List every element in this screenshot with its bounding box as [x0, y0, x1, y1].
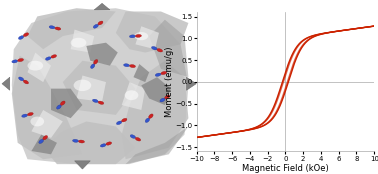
- Polygon shape: [12, 56, 82, 159]
- Ellipse shape: [135, 137, 141, 141]
- Ellipse shape: [79, 140, 84, 143]
- Polygon shape: [12, 8, 188, 164]
- Polygon shape: [76, 76, 106, 102]
- Ellipse shape: [135, 34, 141, 37]
- Polygon shape: [43, 121, 135, 164]
- Ellipse shape: [28, 61, 43, 71]
- Ellipse shape: [94, 60, 98, 64]
- Polygon shape: [74, 161, 90, 169]
- Ellipse shape: [51, 55, 57, 58]
- Ellipse shape: [23, 33, 29, 37]
- Ellipse shape: [160, 98, 165, 102]
- Polygon shape: [116, 11, 188, 53]
- Ellipse shape: [135, 32, 148, 40]
- Ellipse shape: [165, 95, 170, 99]
- Ellipse shape: [93, 24, 98, 28]
- Ellipse shape: [155, 73, 161, 76]
- Ellipse shape: [93, 99, 98, 102]
- Ellipse shape: [30, 117, 44, 126]
- Ellipse shape: [149, 114, 153, 118]
- Ellipse shape: [19, 36, 24, 39]
- Ellipse shape: [157, 49, 163, 52]
- Y-axis label: Moment (emu/g): Moment (emu/g): [165, 46, 174, 117]
- Ellipse shape: [91, 64, 95, 69]
- Ellipse shape: [161, 71, 167, 75]
- Polygon shape: [28, 53, 51, 82]
- Polygon shape: [51, 89, 82, 118]
- Polygon shape: [149, 20, 188, 77]
- Ellipse shape: [125, 90, 138, 100]
- Ellipse shape: [43, 136, 48, 140]
- Ellipse shape: [23, 80, 28, 84]
- Polygon shape: [133, 64, 149, 82]
- Ellipse shape: [74, 80, 91, 91]
- Ellipse shape: [106, 142, 112, 145]
- Ellipse shape: [98, 21, 103, 25]
- Ellipse shape: [22, 114, 28, 117]
- Ellipse shape: [129, 35, 135, 38]
- Polygon shape: [135, 26, 159, 49]
- Polygon shape: [125, 126, 188, 164]
- Polygon shape: [94, 3, 110, 10]
- Ellipse shape: [116, 121, 122, 125]
- Ellipse shape: [49, 26, 55, 29]
- Ellipse shape: [55, 27, 61, 30]
- Polygon shape: [28, 8, 116, 49]
- Ellipse shape: [145, 118, 150, 122]
- Polygon shape: [186, 77, 196, 90]
- Polygon shape: [2, 77, 10, 90]
- Ellipse shape: [39, 139, 43, 144]
- Polygon shape: [122, 61, 188, 159]
- Ellipse shape: [19, 77, 24, 81]
- Ellipse shape: [18, 58, 23, 62]
- Polygon shape: [31, 110, 63, 138]
- Ellipse shape: [12, 60, 18, 63]
- Ellipse shape: [71, 38, 86, 48]
- Polygon shape: [141, 77, 171, 105]
- Ellipse shape: [60, 101, 65, 105]
- Polygon shape: [31, 135, 57, 154]
- Ellipse shape: [57, 105, 61, 109]
- Ellipse shape: [73, 139, 79, 142]
- Ellipse shape: [28, 113, 33, 116]
- Ellipse shape: [152, 46, 157, 50]
- Ellipse shape: [130, 135, 136, 138]
- Ellipse shape: [100, 144, 106, 147]
- X-axis label: Magnetic Field (kOe): Magnetic Field (kOe): [242, 164, 329, 173]
- Polygon shape: [63, 61, 135, 115]
- Ellipse shape: [122, 118, 127, 122]
- Ellipse shape: [45, 57, 51, 60]
- Polygon shape: [122, 82, 145, 110]
- Ellipse shape: [124, 64, 130, 67]
- Ellipse shape: [130, 65, 135, 68]
- Polygon shape: [86, 43, 118, 66]
- Polygon shape: [71, 30, 94, 53]
- Ellipse shape: [98, 101, 104, 104]
